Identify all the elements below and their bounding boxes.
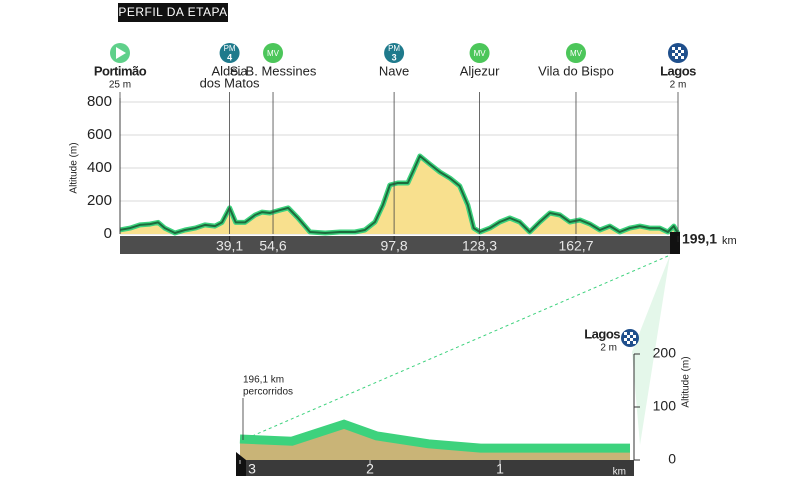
place-name: Vila do Bispo: [538, 63, 614, 78]
annotation: 196,1 km: [243, 375, 284, 386]
chart-title: PERFIL DA ETAPA: [118, 5, 227, 19]
finish-check: [675, 56, 678, 59]
x-tick-label: 39,1: [216, 238, 243, 254]
bar-edge: [236, 452, 246, 476]
start-flag: [116, 47, 126, 59]
y-tick-label: 0: [668, 451, 676, 467]
area-fill: [240, 428, 630, 460]
finish-check: [678, 53, 681, 56]
place-name: Portimão: [94, 63, 147, 78]
finish-check: [675, 50, 678, 53]
place-badge: MV: [474, 49, 487, 58]
y-axis-label: Altitude (m): [69, 142, 80, 193]
finish-name: Lagos: [584, 326, 620, 341]
finish-check: [672, 47, 675, 50]
y-tick-label: 200: [87, 192, 112, 209]
finish-check: [627, 335, 630, 338]
place-badge-value: 4: [227, 52, 232, 62]
x-tick-label: 3: [248, 461, 256, 477]
place-name: Nave: [379, 63, 409, 78]
x-tick-label: 54,6: [259, 238, 286, 254]
finish-check: [672, 53, 675, 56]
x-tick-label: 128,3: [462, 238, 497, 254]
y-tick-label: 800: [87, 93, 112, 110]
y-tick-label: 600: [87, 126, 112, 143]
x-tick-label: 97,8: [380, 238, 407, 254]
distance-bar: [120, 236, 678, 254]
place-badge: PM: [388, 44, 400, 53]
finish-check: [630, 332, 633, 335]
area-band: [239, 419, 630, 453]
x-unit: km: [613, 467, 626, 478]
finish-check: [678, 47, 681, 50]
annotation: percorridos: [243, 387, 293, 398]
place-badge: PM: [224, 44, 236, 53]
place-name: Aljezur: [460, 63, 500, 78]
place-icon: [263, 43, 284, 63]
place-badge: MV: [267, 49, 280, 58]
place-name: dos Matos: [200, 75, 260, 90]
zoom-wedge: [632, 255, 670, 445]
place-name: Aldeia: [212, 63, 249, 78]
place-name: Lagos: [660, 63, 696, 78]
x-tick-label: 1: [496, 461, 504, 477]
place-name: S. B. Messines: [230, 63, 317, 78]
distance-bar: [236, 460, 634, 476]
area-line: [119, 155, 679, 235]
y-tick-label: 100: [653, 398, 677, 414]
x-tick-label: 2: [366, 461, 374, 477]
place-badge: MV: [570, 49, 583, 58]
place-icon: [384, 43, 405, 63]
finish-altitude: 2 m: [600, 343, 617, 354]
place-icon: [565, 43, 586, 63]
finish-check: [630, 338, 633, 341]
place-badge-value: 3: [392, 52, 397, 62]
finish-check: [633, 341, 636, 344]
title-box: [118, 3, 228, 22]
place-altitude: 2 m: [670, 80, 687, 91]
finish-check: [681, 56, 684, 59]
finish-check: [627, 341, 630, 344]
y-tick-label: 200: [653, 345, 677, 361]
finish-check: [624, 338, 627, 341]
place-altitude: 25 m: [109, 80, 131, 91]
x-tick-label: 162,7: [558, 238, 593, 254]
place-icon: [219, 43, 240, 63]
finish-check: [681, 50, 684, 53]
finish-check: [624, 332, 627, 335]
place-icon: [469, 43, 490, 63]
zoom-guide: [242, 255, 669, 441]
y-tick-label: 0: [104, 225, 112, 242]
y-axis-label: Altitude (m): [681, 356, 692, 407]
x-tick-label: 199,1: [682, 231, 717, 247]
finish-block: [670, 232, 680, 254]
y-tick-label: 400: [87, 159, 112, 176]
x-unit: km: [722, 235, 737, 247]
finish-check: [633, 335, 636, 338]
